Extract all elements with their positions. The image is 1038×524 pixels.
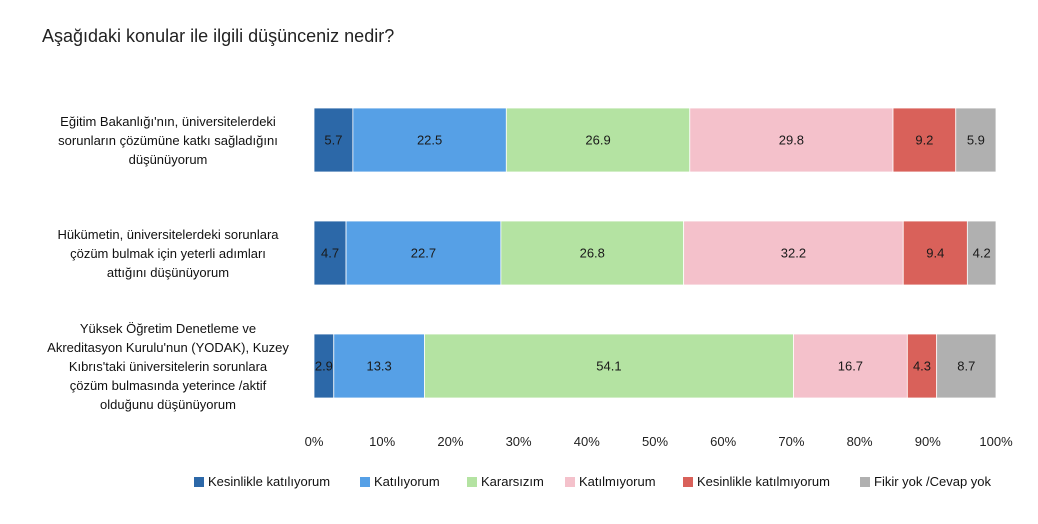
bars-group: 5.7 22.5 26.9 29.8 9.2 5.9 4.7 22.7 26.8 32.2 9.4 4… [313, 107, 997, 399]
legend-label: Kesinlikle katılmıyorum [697, 474, 830, 489]
data-label: 5.9 [967, 133, 985, 148]
category-label: Hükümetin, üniversitelerdeki sorunlara çö… [43, 225, 293, 282]
data-label: 13.3 [366, 359, 391, 374]
x-tick-label: 30% [506, 434, 532, 449]
data-label: 22.7 [411, 246, 436, 261]
legend-swatch [194, 476, 204, 487]
data-label: 22.5 [417, 133, 442, 148]
data-label: 4.3 [913, 359, 931, 374]
legend-swatch [683, 476, 693, 487]
category-label-line: çözüm bulmak için yeterli adımları [70, 245, 266, 261]
legend-item: Kesinlikle katılıyorum [194, 474, 330, 489]
bar-segment [966, 220, 997, 286]
legend-swatch [467, 476, 477, 487]
legend-swatch [360, 476, 370, 487]
data-label: 32.2 [781, 246, 806, 261]
bar-segment [313, 220, 347, 286]
legend-item: Katılıyorum [360, 474, 440, 489]
x-axis-ticks: 0% 10% 20% 30% 40% 50% 60% 70% 80% 90% 100% [305, 434, 1013, 449]
data-label: 4.2 [973, 246, 991, 261]
x-tick-label: 0% [305, 434, 324, 449]
bar-segment [892, 107, 957, 173]
legend-label: Kararsızım [481, 474, 544, 489]
bar-segment [683, 220, 904, 286]
bar-segment [936, 333, 997, 399]
category-label-line: attığını düşünüyorum [106, 264, 230, 280]
legend: Kesinlikle katılıyorum Katılıyorum Kararsı… [194, 474, 1014, 492]
bar-segment [906, 333, 938, 399]
bar-segment [955, 107, 997, 173]
category-label-line: Eğitim Bakanlığı'nın, üniversitelerdeki [60, 113, 276, 129]
x-tick-label: 60% [710, 434, 736, 449]
category-label-line: Yüksek Öğretim Denetleme ve [79, 320, 257, 336]
legend-swatch [565, 476, 575, 487]
data-label: 26.8 [580, 246, 605, 261]
x-tick-label: 80% [847, 434, 873, 449]
legend-label: Kesinlikle katılıyorum [208, 474, 331, 489]
data-label: 9.2 [915, 133, 933, 148]
data-label: 4.7 [321, 246, 339, 261]
bar-segment [345, 220, 502, 286]
legend-label: Katılıyorum [374, 474, 440, 489]
legend-item: Kararsızım [467, 474, 544, 489]
bar-segment [793, 333, 908, 399]
x-tick-label: 70% [778, 434, 804, 449]
category-label: Yüksek Öğretim Denetleme ve Akreditasyon … [43, 319, 293, 414]
legend-label: Katılmıyorum [579, 474, 656, 489]
category-label-line: olduğunu düşünüyorum [100, 396, 236, 412]
x-tick-label: 40% [574, 434, 600, 449]
data-label: 9.4 [926, 246, 944, 261]
legend-label: Fikir yok /Cevap yok [874, 474, 992, 489]
legend-item: Fikir yok /Cevap yok [860, 474, 991, 489]
bar-segment [689, 107, 894, 173]
category-label-line: Akreditasyon Kurulu'nun (YODAK), Kuzey [47, 339, 289, 355]
bar-segment [500, 220, 685, 286]
x-tick-label: 100% [979, 434, 1013, 449]
data-label: 5.7 [324, 133, 342, 148]
data-label: 8.7 [957, 359, 975, 374]
data-label: 29.8 [779, 133, 804, 148]
category-label-line: Hükümetin, üniversitelerdeki sorunlara [57, 226, 279, 242]
data-label: 26.9 [585, 133, 610, 148]
category-label-line: çözüm bulmasında yeterince /aktif [69, 377, 267, 393]
legend-item: Katılmıyorum [565, 474, 656, 489]
category-label-line: sorunların çözümüne katkı sağladığını [58, 132, 278, 148]
category-label-line: Kıbrıs'taki üniversitelerin sorunlara [68, 358, 268, 374]
x-tick-label: 50% [642, 434, 668, 449]
bar-segment [424, 333, 794, 399]
bar-segment [333, 333, 425, 399]
category-label-line: düşünüyorum [128, 151, 208, 167]
data-label: 54.1 [596, 359, 621, 374]
legend-item: Kesinlikle katılmıyorum [683, 474, 830, 489]
x-tick-label: 90% [915, 434, 941, 449]
legend-swatch [860, 476, 870, 487]
x-tick-label: 10% [369, 434, 395, 449]
chart-title: Aşağıdaki konular ile ilgili düşünceniz … [42, 26, 395, 46]
x-tick-label: 20% [437, 434, 463, 449]
bar-segment [505, 107, 691, 173]
category-label: Eğitim Bakanlığı'nın, üniversitelerdeki s… [43, 112, 293, 169]
data-label: 2.9 [315, 359, 333, 374]
bar-segment [902, 220, 968, 286]
data-label: 16.7 [838, 359, 863, 374]
